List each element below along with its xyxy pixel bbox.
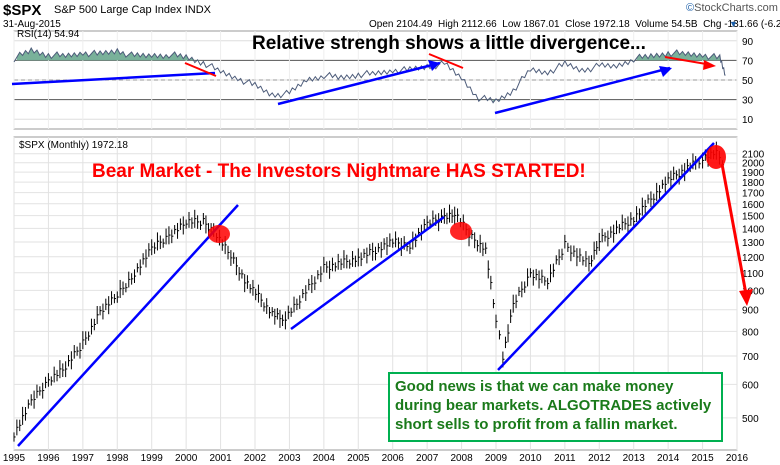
x-tick-label: 2013	[623, 453, 646, 464]
top-marker-2000	[208, 225, 230, 243]
forecast-arrow-head	[739, 289, 753, 306]
rsi-diverge-arrow	[703, 60, 716, 70]
x-tick-label: 1995	[3, 453, 26, 464]
rsi-line	[13, 46, 726, 104]
price-tick-label: 1600	[742, 200, 765, 211]
rsi-arrow-2	[428, 60, 440, 71]
low-value: 1867.01	[523, 19, 560, 30]
price-tick-label: 1200	[742, 253, 765, 264]
price-tick-label: 700	[742, 352, 759, 363]
price-tick-label: 1700	[742, 189, 765, 200]
price-tick-label: 900	[742, 306, 759, 317]
price-trend-2	[290, 215, 445, 331]
price-x-ticks: 1995 1996 1997 1998 1999 2000 2001 2002 2003 2004…	[3, 453, 749, 464]
close-value: 1972.18	[593, 19, 630, 30]
close-label: Close	[565, 19, 591, 30]
rsi-trend-2	[277, 61, 441, 106]
bear-market-annotation: Bear Market - The Investors Nightmare HA…	[92, 161, 586, 182]
rsi-label: RSI(14) 54.94	[17, 29, 80, 40]
rsi-diverge-1	[184, 62, 217, 77]
rsi-trend-1	[11, 71, 216, 86]
volume-label: Volume	[635, 19, 669, 30]
x-tick-label: 2012	[588, 453, 611, 464]
rsi-ticks: 10 30 50 70 90	[742, 37, 754, 126]
price-tick-label: 2000	[742, 159, 765, 170]
chg-label: Chg	[703, 19, 722, 30]
price-annotations	[17, 142, 753, 447]
top-marker-2007	[450, 222, 472, 240]
x-tick-label: 1996	[37, 453, 60, 464]
price-tick-label: 1900	[742, 168, 765, 179]
x-tick-label: 2008	[450, 453, 473, 464]
x-tick-label: 2007	[416, 453, 439, 464]
x-tick-label: 2014	[657, 453, 680, 464]
price-grid	[13, 137, 738, 450]
rsi-arrow-3	[659, 66, 672, 77]
index-name: S&P 500 Large Cap Index INDX	[54, 4, 211, 16]
price-tick-label: 1300	[742, 238, 765, 249]
rsi-tick-label: 70	[742, 56, 754, 67]
x-tick-label: 2000	[175, 453, 198, 464]
forecast-arrow-line	[720, 163, 748, 295]
x-tick-label: 2016	[726, 453, 749, 464]
price-label: $SPX (Monthly) 1972.18	[19, 140, 128, 151]
x-tick-label: 2010	[519, 453, 542, 464]
rsi-tick-label: 10	[742, 115, 754, 126]
low-label: Low	[502, 19, 521, 30]
x-tick-label: 1998	[106, 453, 129, 464]
x-tick-label: 2011	[554, 453, 576, 464]
logo-mark-icon: ©	[686, 2, 695, 14]
x-tick-label: 2002	[244, 453, 267, 464]
volume-value: 54.5B	[671, 19, 698, 30]
price-tick-label: 1000	[742, 286, 765, 297]
rsi-panel: 10 30 50 70 90	[11, 30, 754, 130]
x-tick-label: 1999	[141, 453, 164, 464]
price-tick-label: 1400	[742, 224, 765, 235]
x-tick-label: 2003	[278, 453, 301, 464]
price-tick-label: 800	[742, 327, 759, 338]
x-tick-label: 2015	[691, 453, 714, 464]
rsi-trendlines	[11, 53, 716, 115]
high-label: High	[437, 19, 459, 30]
chart-date: 31-Aug-2015	[3, 19, 61, 30]
price-tick-label: 1100	[742, 269, 764, 280]
rsi-tick-label: 90	[742, 37, 754, 48]
good-news-note: Good news is that we can make money duri…	[388, 372, 723, 442]
rsi-overbought-fill	[16, 48, 721, 61]
symbol: $SPX	[3, 2, 42, 19]
chart-header: $SPX S&P 500 Large Cap Index INDX 31-Aug…	[0, 0, 780, 32]
rsi-diverge-2	[428, 53, 464, 69]
price-tick-label: 1500	[742, 212, 765, 223]
rsi-tick-label: 30	[742, 96, 754, 107]
x-tick-label: 2006	[382, 453, 405, 464]
price-tick-label: 1800	[742, 178, 765, 189]
x-tick-label: 2009	[485, 453, 508, 464]
price-tick-label: 600	[742, 380, 759, 391]
price-trend-1	[17, 204, 239, 447]
x-tick-label: 1997	[72, 453, 95, 464]
price-y-ticks: 5006007008009001000110012001300140015001…	[742, 150, 765, 425]
x-tick-label: 2001	[209, 453, 232, 464]
price-tick-label: 500	[742, 414, 759, 425]
open-value: 2104.49	[396, 19, 433, 30]
x-tick-label: 2005	[347, 453, 370, 464]
index-name-text: S&P 500 Large Cap Index	[54, 4, 182, 16]
logo-text: StockCharts.com	[694, 2, 778, 14]
open-label: Open	[369, 19, 394, 30]
x-tick-label: 2004	[313, 453, 336, 464]
ohlc-readout: Open 2104.49 High 2112.66 Low 1867.01 Cl…	[369, 19, 780, 30]
rsi-annotation: Relative strengh shows a little divergen…	[252, 33, 646, 54]
rsi-tick-label: 50	[742, 76, 754, 87]
chg-value: -131.66 (-6.26%)	[724, 19, 780, 30]
rsi-trend-3	[494, 66, 671, 115]
dropdown-caret-icon[interactable]: ▼	[729, 19, 738, 29]
price-tick-label: 2100	[742, 150, 765, 161]
exchange: INDX	[184, 4, 211, 16]
price-trend-3	[497, 142, 715, 371]
high-value: 2112.66	[461, 19, 497, 30]
rsi-grid	[13, 31, 738, 129]
stockcharts-logo[interactable]: ©StockCharts.com	[686, 2, 778, 14]
top-marker-2015	[706, 145, 726, 169]
